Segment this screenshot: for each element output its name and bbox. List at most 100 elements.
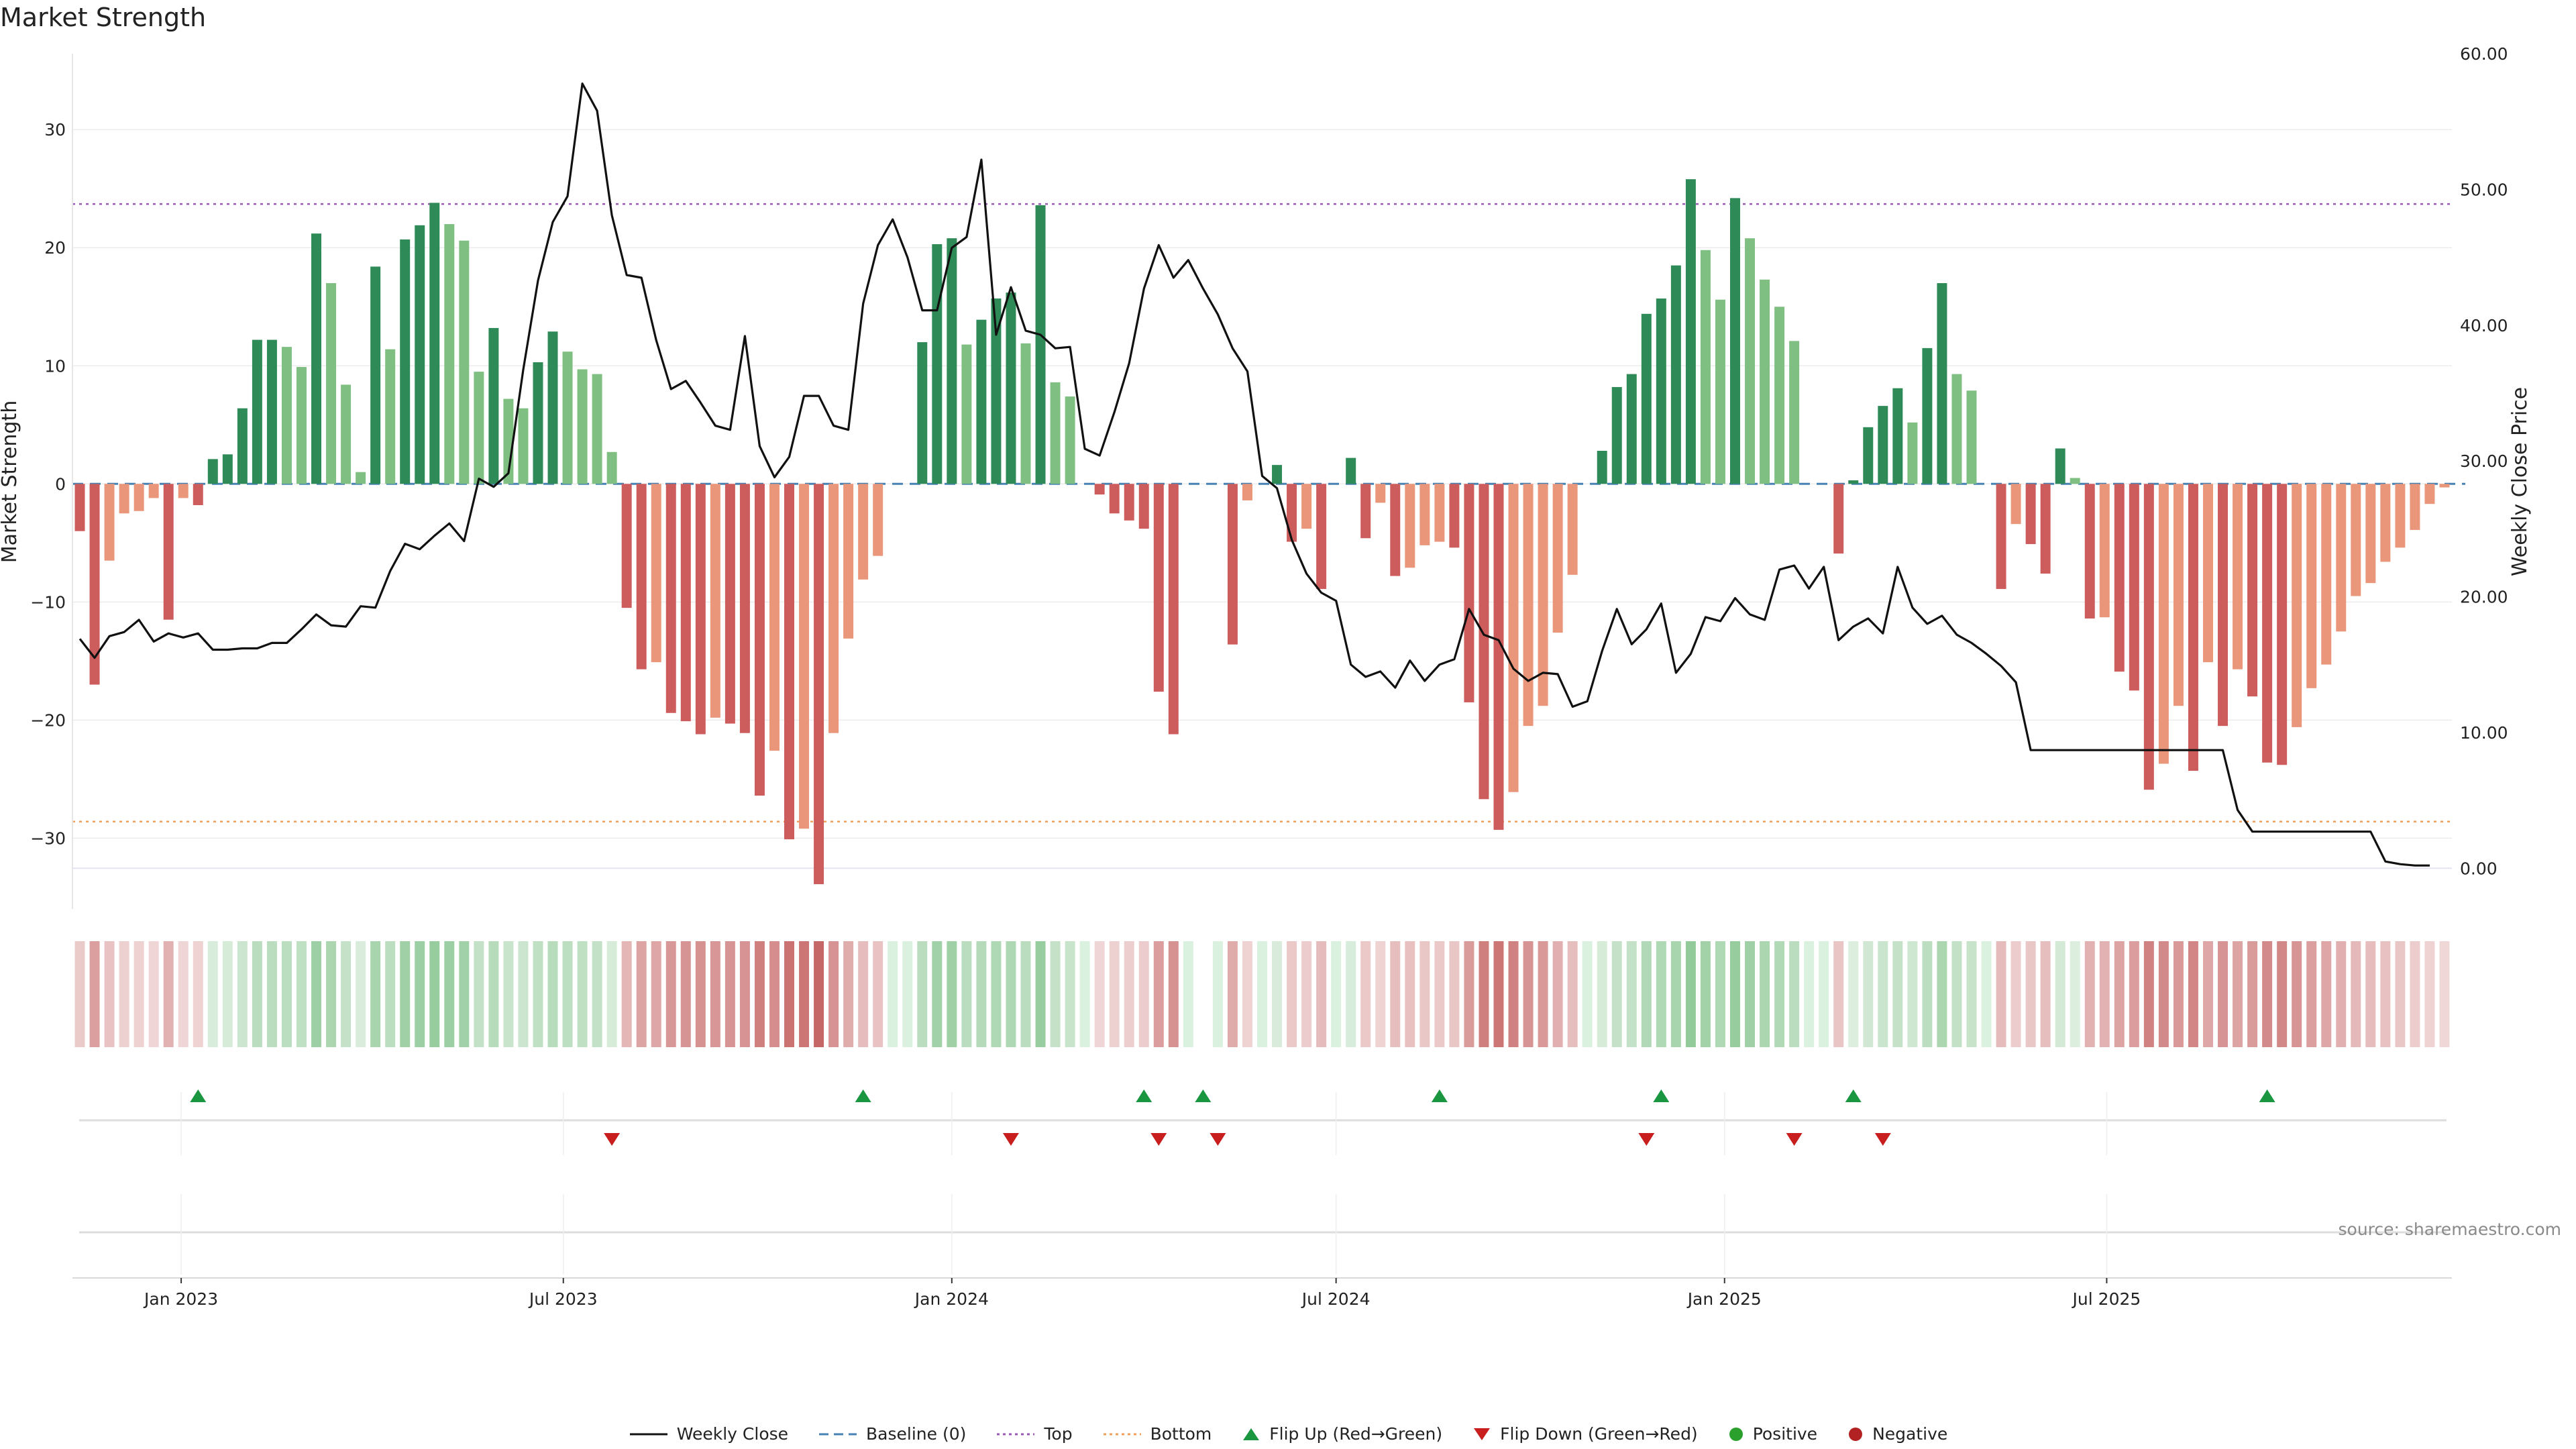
x-tick-label: Jan 2023	[143, 1289, 218, 1309]
heat-strip-cell	[370, 941, 381, 1047]
strength-bar	[74, 484, 85, 531]
heat-strip-cell	[1951, 941, 1962, 1047]
strength-bar	[533, 362, 543, 484]
strength-bar	[1065, 396, 1075, 484]
y2-tick-label: 20.00	[2460, 588, 2508, 607]
strength-bar	[1538, 484, 1548, 706]
heat-strip-cell	[326, 941, 337, 1047]
strength-bar	[1006, 292, 1016, 484]
strength-bar	[2114, 484, 2125, 672]
heat-strip-cell	[932, 941, 943, 1047]
strength-bar	[2070, 478, 2080, 484]
legend-item-positive: Positive	[1727, 1424, 1817, 1444]
strength-bar	[2055, 448, 2065, 484]
heat-strip-cell	[1050, 941, 1061, 1047]
strength-bar	[311, 233, 322, 484]
strength-bar	[1390, 484, 1401, 576]
strength-bar	[665, 484, 676, 713]
legend-item-top: Top	[996, 1424, 1073, 1444]
heat-strip-cell	[1611, 941, 1622, 1047]
x-tick-label: Jan 2024	[914, 1289, 989, 1309]
heat-strip-cell	[888, 941, 898, 1047]
strength-bar	[932, 244, 943, 484]
heat-strip-cell	[739, 941, 750, 1047]
heat-strip-cell	[2202, 941, 2213, 1047]
strength-bar	[2218, 484, 2229, 727]
heat-strip-cell	[1819, 941, 1829, 1047]
heat-strip-cell	[1907, 941, 1918, 1047]
legend-dotted-line-icon	[1103, 1433, 1141, 1435]
flip-up-marker	[1845, 1089, 1862, 1102]
heat-strip-cell	[148, 941, 159, 1047]
strength-bar	[976, 319, 987, 484]
left-y-axis: 30 20 10 0 −10 −20 −30	[30, 54, 73, 909]
strength-bar	[415, 225, 425, 484]
strength-bar	[799, 484, 810, 829]
heat-strip-cell	[1670, 941, 1681, 1047]
flip-up-marker	[1431, 1089, 1448, 1102]
strength-bar	[991, 298, 1002, 484]
heat-strip-cell	[1552, 941, 1563, 1047]
heat-strip-cell	[1760, 941, 1770, 1047]
heat-strip-cell	[2247, 941, 2258, 1047]
heat-strip-cell	[1538, 941, 1548, 1047]
heat-strip-cell	[429, 941, 440, 1047]
heat-strip-cell	[1567, 941, 1578, 1047]
heat-strip-cell	[1360, 941, 1371, 1047]
strength-bar	[341, 384, 352, 484]
heat-strip-cell	[1892, 941, 1903, 1047]
strength-bar	[843, 484, 854, 639]
heat-strip-cell	[917, 941, 928, 1047]
strength-bar	[1523, 484, 1534, 727]
heat-strip-cell	[104, 941, 115, 1047]
flip-up-marker	[1195, 1089, 1212, 1102]
flip-down-marker	[1638, 1133, 1655, 1146]
strength-bar	[724, 484, 735, 724]
heat-strip-cell	[843, 941, 854, 1047]
y-tick-label: 20	[44, 238, 66, 258]
heat-strip-cell	[444, 941, 455, 1047]
heat-strip-cell	[2380, 941, 2391, 1047]
heat-strip-cell	[1464, 941, 1474, 1047]
heat-strip-cell	[2351, 941, 2361, 1047]
strength-bar	[1730, 198, 1740, 484]
legend-label: Weekly Close	[676, 1424, 789, 1444]
heat-strip-cell	[1242, 941, 1252, 1047]
heat-strip-cell	[459, 941, 470, 1047]
strength-bar	[429, 203, 440, 484]
strength-bar	[680, 484, 691, 722]
strength-bar	[1656, 298, 1666, 484]
strength-bar	[459, 240, 470, 484]
strength-bar	[1168, 484, 1179, 735]
strength-bar	[148, 484, 159, 498]
strength-bar	[1227, 484, 1238, 645]
heat-strip-cell	[2099, 941, 2110, 1047]
heat-strip-cell	[1020, 941, 1031, 1047]
legend-item-bottom: Bottom	[1102, 1424, 1212, 1444]
heat-strip-cell	[2262, 941, 2273, 1047]
strength-bar	[1611, 386, 1622, 484]
heat-strip-cell	[1774, 941, 1785, 1047]
x-tick-label: Jul 2023	[528, 1289, 598, 1309]
strength-bar	[1287, 484, 1297, 542]
strength-bar	[1242, 484, 1252, 500]
legend-dashed-line-icon	[819, 1433, 857, 1435]
heat-strip-cell	[1597, 941, 1607, 1047]
strength-bar	[252, 339, 262, 484]
strength-bar	[1124, 484, 1134, 521]
heat-strip-cell	[2321, 941, 2332, 1047]
heat-strip-cell	[2040, 941, 2051, 1047]
heat-strip-cell	[474, 941, 484, 1047]
strength-bar	[1597, 451, 1607, 484]
strength-bar	[474, 372, 484, 484]
legend-item-baseline: Baseline (0)	[818, 1424, 966, 1444]
x-tick-label: Jan 2025	[1686, 1289, 1762, 1309]
strength-bar	[266, 339, 277, 484]
strength-bar	[1966, 390, 1977, 484]
strength-bar	[2424, 484, 2435, 504]
legend-label: Flip Up (Red→Green)	[1269, 1424, 1443, 1444]
heat-strip-cell	[415, 941, 425, 1047]
heat-strip-cell	[2306, 941, 2317, 1047]
heat-strip-cell	[1626, 941, 1637, 1047]
strength-bar	[1405, 484, 1415, 568]
